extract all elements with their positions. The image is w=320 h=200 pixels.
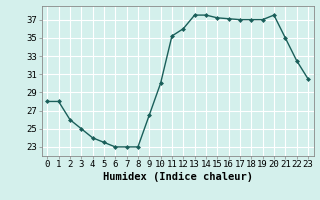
X-axis label: Humidex (Indice chaleur): Humidex (Indice chaleur): [103, 172, 252, 182]
